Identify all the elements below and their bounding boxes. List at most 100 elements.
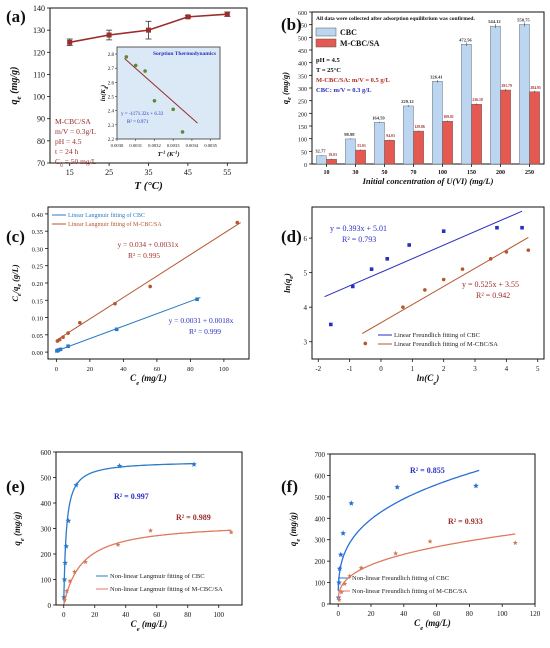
data-point (63, 543, 70, 549)
data-point (339, 589, 344, 595)
y-tick-label: 0.35 (32, 229, 43, 236)
fit-r2: R² = 0.855 (410, 466, 445, 475)
y-tick-label: 90 (37, 115, 45, 124)
data-label: 544.12 (488, 19, 501, 24)
data-point (488, 257, 493, 261)
x-axis-label: Ce (mg/L) (131, 619, 168, 633)
x-tick-label: 100 (497, 610, 508, 618)
x-axis-label: Initial concentration of U(VI) (mg/L) (362, 176, 494, 186)
data-point (228, 529, 234, 535)
fit-r2: R² = 0.997 (114, 492, 149, 501)
x-tick-label: 35 (145, 168, 153, 177)
x-tick-label: 10 (324, 170, 330, 176)
x-tick-label: 100 (219, 366, 229, 373)
annotation: M-CBC/SA (55, 117, 91, 126)
x-tick-label: 0 (62, 611, 66, 619)
data-point (369, 267, 374, 271)
bar-mcbc-sa (413, 130, 424, 165)
plot-frame (311, 206, 545, 360)
y-tick-label: 600 (41, 449, 52, 457)
legend-label: Linear Freundlich fitting of M-CBC/SA (394, 341, 498, 348)
inset-data-point (124, 55, 129, 59)
x-tick-label: 100 (214, 611, 225, 619)
legend-label: Linear Freundlich fitting of CBC (394, 332, 480, 339)
x-tick-label: 0 (379, 365, 383, 373)
y-axis-label: qe (mg/g) (280, 72, 293, 104)
x-tick-label: 2 (442, 365, 446, 373)
legend-swatch (315, 38, 337, 48)
data-point (224, 11, 230, 17)
data-point (427, 538, 433, 544)
data-point (62, 597, 68, 603)
y-tick-label: 450 (298, 49, 307, 55)
annotation: m/V = 0.3g/L (55, 127, 96, 136)
y-tick-label: 200 (41, 551, 52, 559)
inset-data-point (143, 69, 147, 73)
panel-label: (e) (6, 477, 25, 496)
panel-label: (b) (281, 15, 302, 34)
plot-frame (55, 451, 243, 606)
data-point (401, 305, 405, 309)
legend-label: Linear Langmuir fitting of CBC (68, 212, 145, 219)
y-tick-label: 500 (315, 494, 326, 502)
data-point (394, 484, 401, 490)
y-tick-label: 0.00 (32, 350, 43, 357)
x-axis-label: Ce (mg/L) (130, 373, 167, 387)
data-point (61, 576, 68, 582)
data-point (423, 288, 427, 292)
bar-mcbc-sa (384, 139, 395, 165)
data-point (329, 322, 333, 327)
legend-swatch (315, 27, 337, 37)
data-point (336, 597, 342, 602)
x-tick-label: -1 (347, 365, 353, 373)
y-tick-label: 0 (48, 602, 52, 610)
y-axis-label: qe (mg/g) (9, 67, 23, 105)
x-tick-label: 25 (105, 168, 113, 177)
x-tick-label: 80 (184, 611, 192, 619)
x-tick-label: 50 (382, 170, 388, 176)
data-label: 129.86 (414, 125, 425, 129)
bar-mcbc-sa (326, 158, 337, 165)
inset-fit-line (124, 58, 198, 124)
data-point (66, 344, 70, 349)
panel-label: (a) (6, 7, 26, 26)
data-point (340, 530, 346, 536)
data-point (61, 335, 65, 340)
data-label: 550.75 (517, 17, 530, 22)
y-tick-label: 0 (304, 163, 307, 169)
panel-b: 0 50 100 150 200 250 300 350 400 450 500 550 600(b) q… (280, 11, 545, 186)
data-point (66, 331, 70, 335)
bar-cbc (316, 155, 327, 165)
panel-d: 3 4 5 6 -2 -1 0 1 2 3 4 5 (d) ln(qe) ln(Ce) Linear Freu… (281, 206, 545, 387)
bar-cbc (403, 105, 414, 165)
x-tick-label: 80 (187, 366, 194, 373)
annotation: pH = 4.5 (55, 137, 82, 146)
fit-curve (63, 529, 232, 606)
data-point (56, 348, 61, 352)
x-axis-label: Ce (mg/L) (414, 618, 451, 632)
annotation: t = 24 h (55, 147, 78, 156)
annotation: CBC: m/V = 0.3 g/L (316, 87, 372, 94)
plot-frame (47, 206, 250, 360)
fit-equation: y = 0.034 + 0.0031x (118, 240, 179, 249)
data-point (116, 463, 123, 469)
panel-a: 70 80 90 100 110 120 130 140 15 25 35 45 55 (a) qe (mg… (6, 4, 248, 192)
y-tick-label: 550 (298, 24, 307, 30)
bar-cbc (374, 122, 385, 165)
legend-label: Linear Langmuir fitting of M-CBC/SA (68, 221, 162, 228)
y-tick-label: 500 (298, 36, 307, 42)
bar-cbc (519, 24, 530, 165)
data-point (347, 573, 353, 579)
y-tick-label: 0.40 (32, 212, 43, 219)
data-point (512, 540, 518, 545)
inset-data-point (152, 98, 157, 103)
data-point (363, 341, 368, 346)
x-tick-label: 0 (55, 366, 58, 373)
data-point (338, 551, 344, 558)
data-point (350, 284, 355, 289)
y-tick-label: 400 (41, 500, 52, 508)
fit-curve (337, 469, 480, 591)
panel-e: 0 100 200 300 400 500 600 0 20 40 60 80 100 (e) qe (mg… (6, 449, 243, 633)
data-point (148, 527, 153, 533)
